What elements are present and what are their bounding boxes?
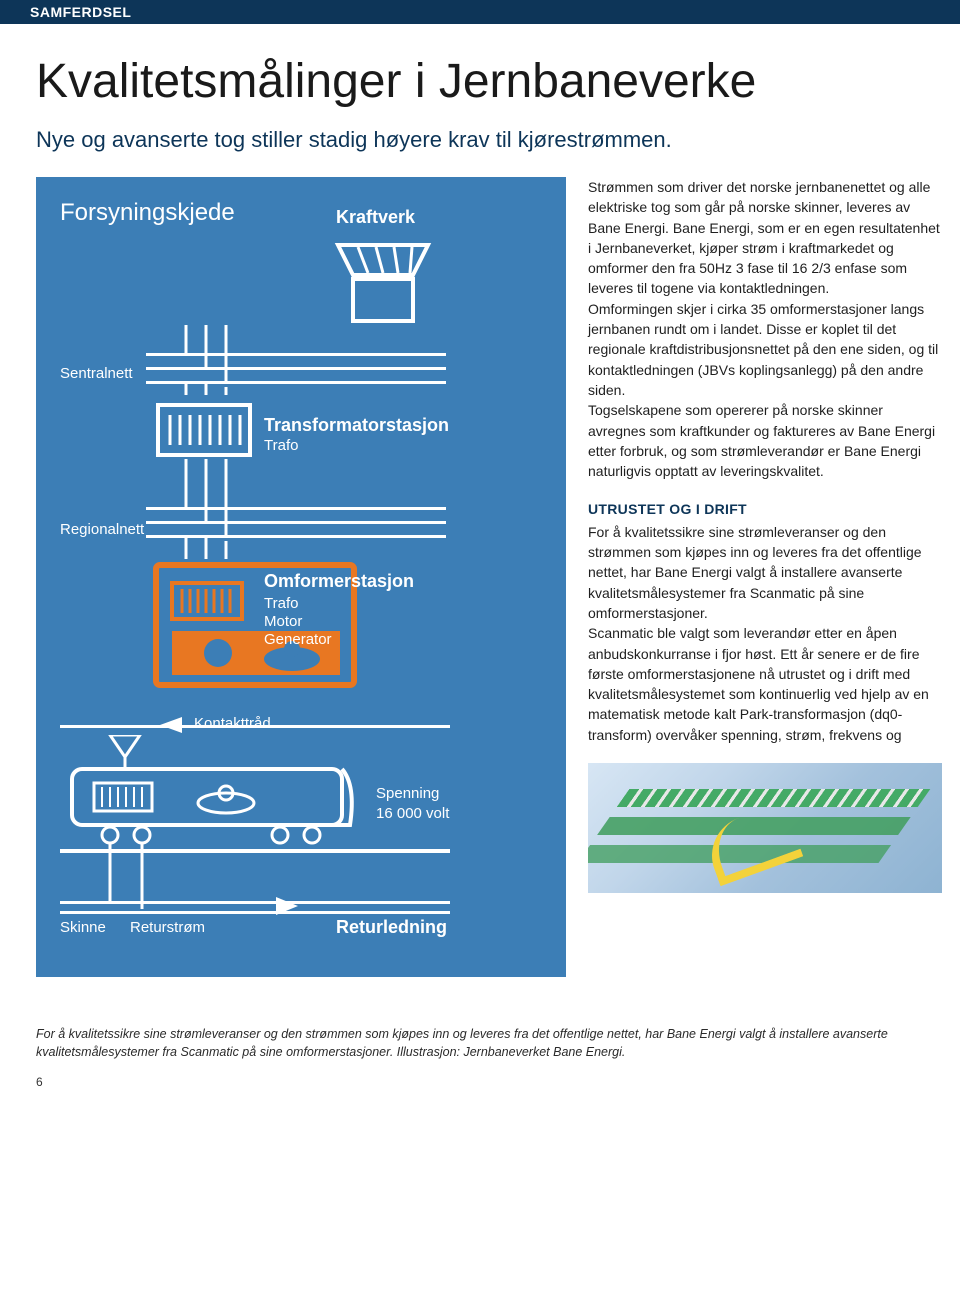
skinne-label: Skinne (60, 919, 106, 936)
trafo1-label: Trafo (264, 437, 298, 454)
page-number: 6 (36, 1075, 942, 1089)
generator-label: Generator (264, 631, 332, 648)
trafo2-label: Trafo (264, 595, 298, 612)
diagram-title: Forsyningskjede (60, 199, 235, 227)
page-content: Kvalitetsmålinger i Jernbaneverke Nye og… (0, 24, 960, 1109)
body-text-column: Strømmen som driver det norske jernbanen… (588, 177, 942, 893)
returstrom-label: Returstrøm (130, 919, 205, 936)
body-p5: Scanmatic ble valgt som leverandør etter… (588, 623, 942, 745)
kontakttrad-label: Kontakttråd (194, 715, 271, 732)
terminal-block-photo (588, 763, 942, 893)
trafo-icon (156, 403, 252, 457)
regionalnett-label: Regionalnett (60, 521, 144, 538)
spenning-value: 16 000 volt (376, 805, 449, 822)
category-banner: SAMFERDSEL (0, 0, 960, 24)
article-title: Kvalitetsmålinger i Jernbaneverke (36, 54, 942, 109)
figure-caption: For å kvalitetssikre sine strømleveranse… (36, 1025, 942, 1061)
motor-label: Motor (264, 613, 302, 630)
returledning-label: Returledning (336, 917, 447, 938)
sentralnett-label: Sentralnett (60, 365, 133, 382)
body-p3: Togselskapene som opererer på norske ski… (588, 400, 942, 481)
body-p4: For å kvalitetssikre sine strømleveranse… (588, 522, 942, 623)
kraftverk-icon (328, 235, 438, 325)
vlines-sentralnett (176, 325, 256, 395)
omformerstasjon-label: Omformerstasjon (264, 571, 414, 592)
two-column-layout: Forsyningskjede Kraftverk Sentralnett (36, 177, 942, 977)
spenning-label: Spenning (376, 785, 439, 802)
body-p1: Strømmen som driver det norske jernbanen… (588, 177, 942, 299)
train-icon (70, 735, 360, 845)
returstrom-arrow (272, 895, 302, 917)
ground-connectors (96, 843, 156, 909)
diagram-column: Forsyningskjede Kraftverk Sentralnett (36, 177, 566, 977)
kraftverk-label: Kraftverk (336, 207, 415, 228)
article-subtitle: Nye og avanserte tog stiller stadig høye… (36, 127, 942, 153)
body-p2: Omformingen skjer i cirka 35 omformersta… (588, 299, 942, 400)
kontakttrad-arrow (156, 715, 186, 735)
section-heading: UTRUSTET OG I DRIFT (588, 499, 942, 519)
supply-chain-diagram: Forsyningskjede Kraftverk Sentralnett (36, 177, 566, 977)
vlines-regionalnett (176, 459, 256, 559)
transformatorstasjon-label: Transformatorstasjon (264, 415, 449, 436)
